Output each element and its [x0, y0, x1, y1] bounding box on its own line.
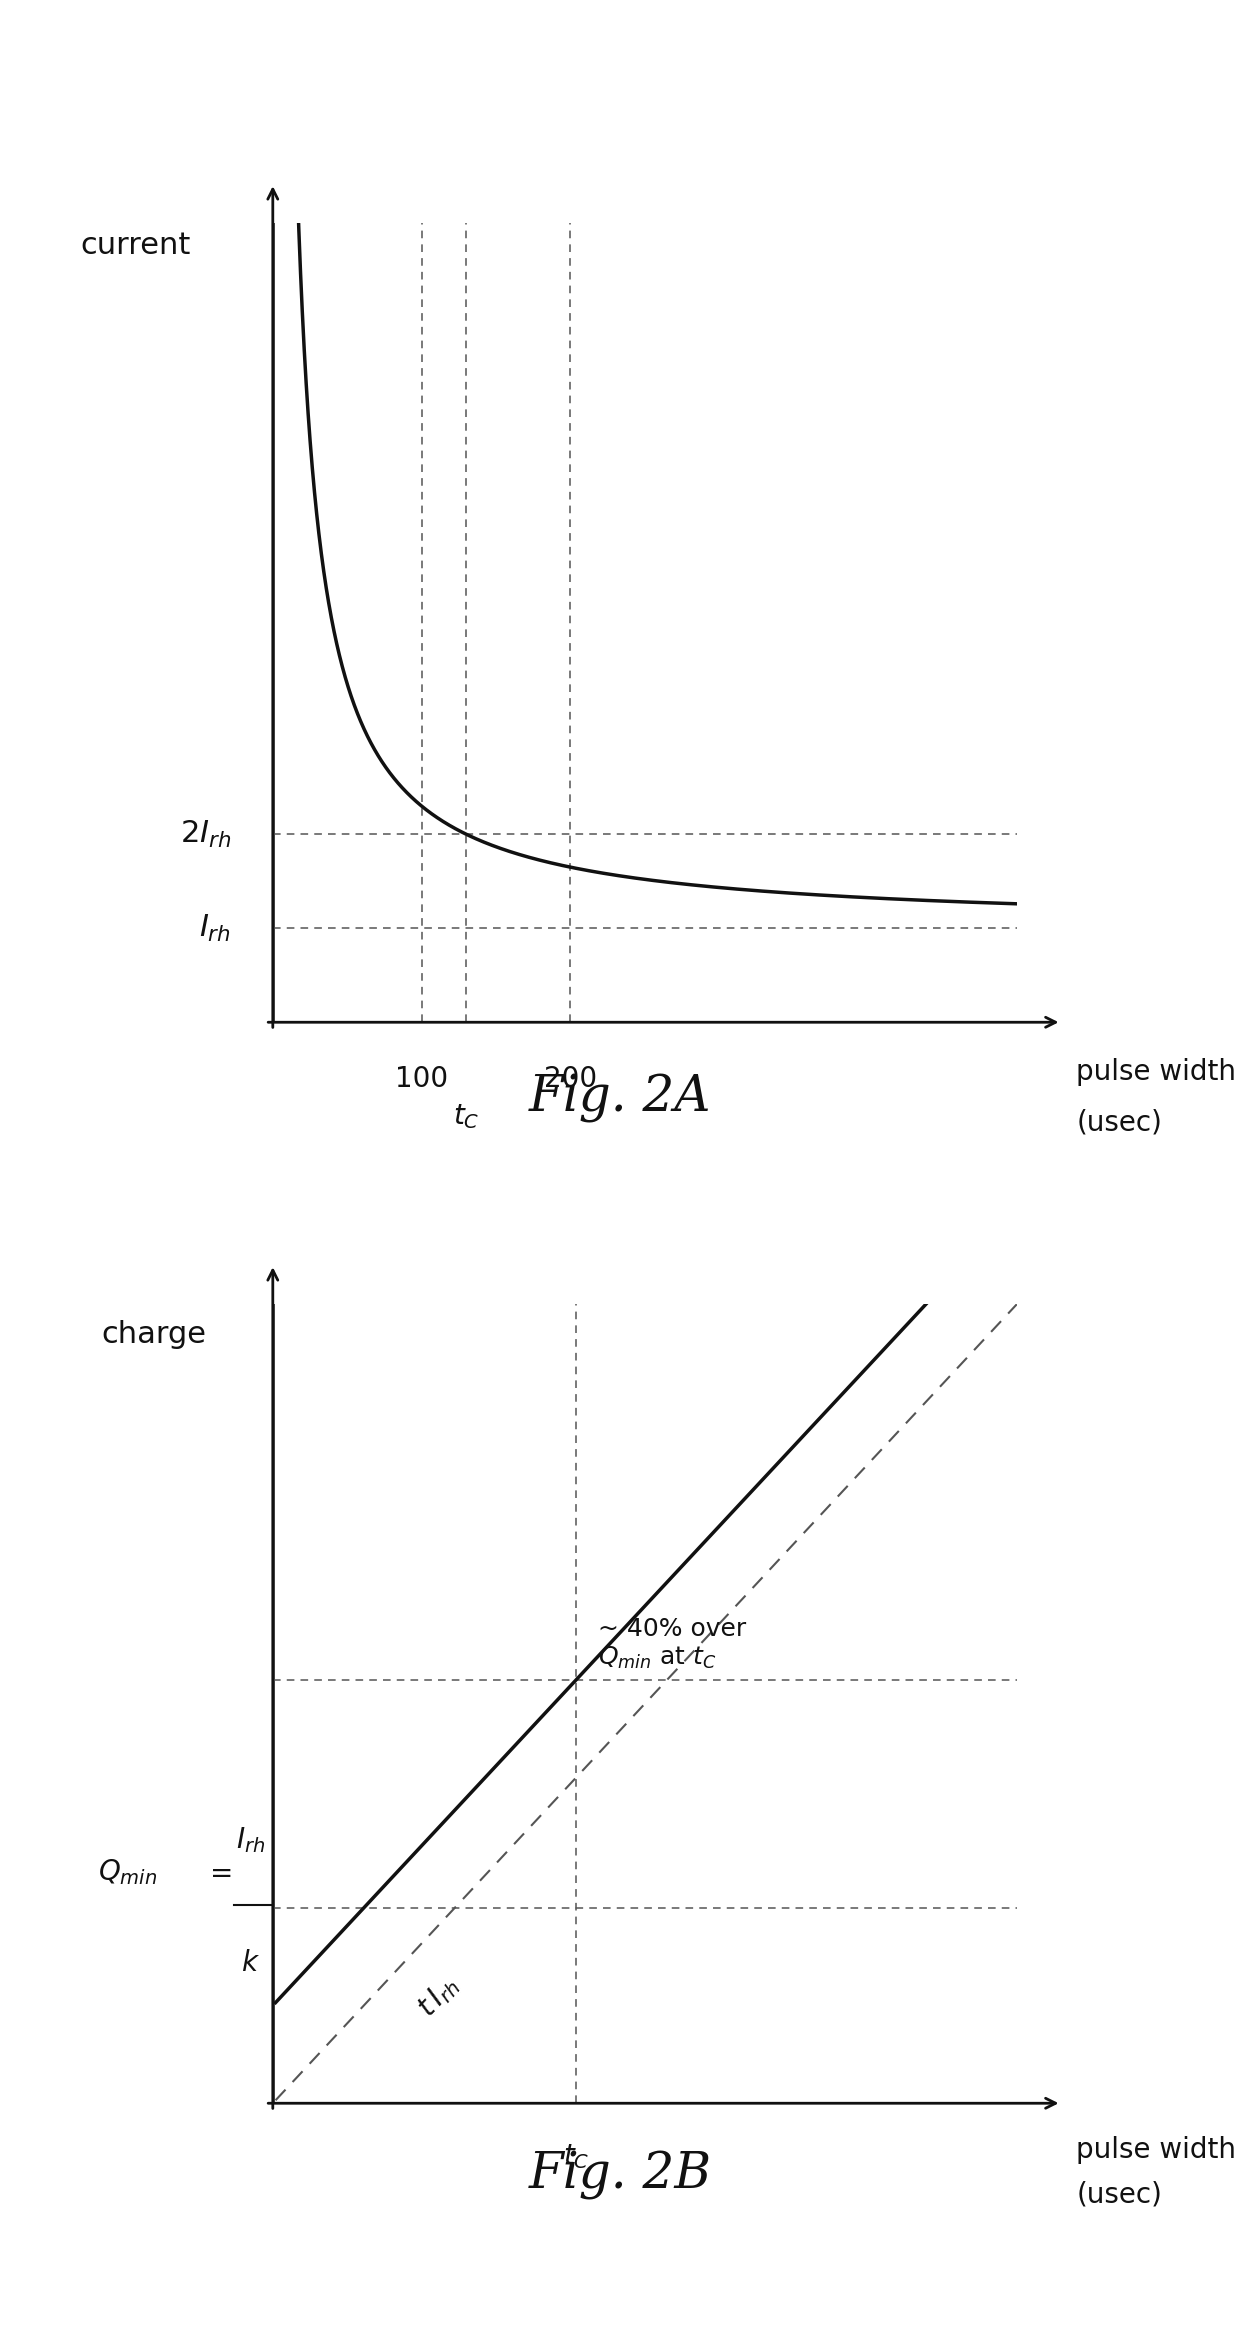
Text: 200: 200 — [544, 1065, 596, 1093]
Text: $2I_{rh}$: $2I_{rh}$ — [180, 818, 231, 851]
Text: pulse width: pulse width — [1076, 2136, 1236, 2164]
Text: $t_C$: $t_C$ — [453, 1102, 480, 1130]
Text: $t_C$: $t_C$ — [563, 2141, 589, 2171]
Text: pulse width: pulse width — [1076, 1058, 1236, 1086]
Text: $k$: $k$ — [242, 1950, 260, 1976]
Text: (usec): (usec) — [1076, 1109, 1162, 1137]
Text: current: current — [81, 230, 191, 261]
Text: Fig. 2B: Fig. 2B — [528, 2150, 712, 2200]
Text: $I_{rh}$: $I_{rh}$ — [236, 1826, 265, 1854]
Text: ~ 40% over
$Q_{min}$ at $t_C$: ~ 40% over $Q_{min}$ at $t_C$ — [598, 1617, 746, 1671]
Text: $=$: $=$ — [203, 1859, 232, 1887]
Text: $Q_{min}$: $Q_{min}$ — [98, 1856, 157, 1887]
Text: $I_{rh}$: $I_{rh}$ — [200, 912, 231, 945]
Text: (usec): (usec) — [1076, 2181, 1162, 2209]
Text: $t\,I_{rh}$: $t\,I_{rh}$ — [412, 1969, 464, 2023]
Text: 100: 100 — [396, 1065, 448, 1093]
Text: charge: charge — [102, 1321, 207, 1349]
Text: Fig. 2A: Fig. 2A — [528, 1074, 712, 1123]
